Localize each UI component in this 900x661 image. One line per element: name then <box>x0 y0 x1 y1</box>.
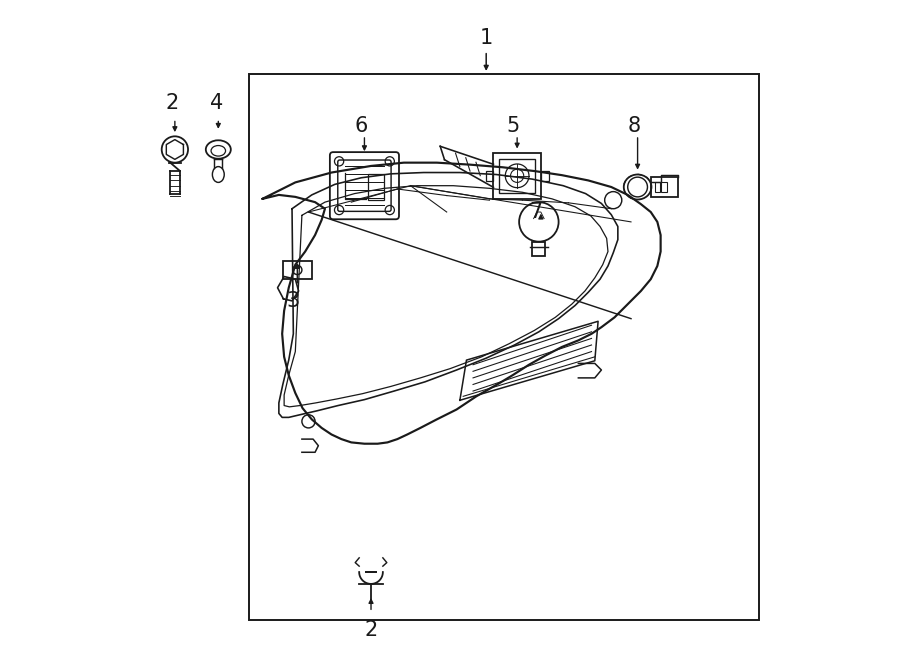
Bar <box>493 153 541 199</box>
Text: 2: 2 <box>166 93 179 114</box>
Text: 6: 6 <box>355 116 368 136</box>
Text: 5: 5 <box>506 116 519 136</box>
Bar <box>283 260 311 279</box>
Bar <box>652 177 678 197</box>
Bar <box>368 174 384 200</box>
Bar <box>662 182 667 192</box>
Bar <box>541 171 549 181</box>
Bar <box>249 74 760 620</box>
Text: 3: 3 <box>287 291 300 311</box>
Bar <box>500 159 535 193</box>
Bar <box>654 182 660 192</box>
Bar <box>532 242 545 256</box>
Text: 8: 8 <box>627 116 641 136</box>
Bar <box>485 171 493 181</box>
Text: 7: 7 <box>529 202 542 222</box>
Text: 4: 4 <box>210 93 223 114</box>
Text: 2: 2 <box>364 620 378 640</box>
Text: 1: 1 <box>480 28 493 48</box>
